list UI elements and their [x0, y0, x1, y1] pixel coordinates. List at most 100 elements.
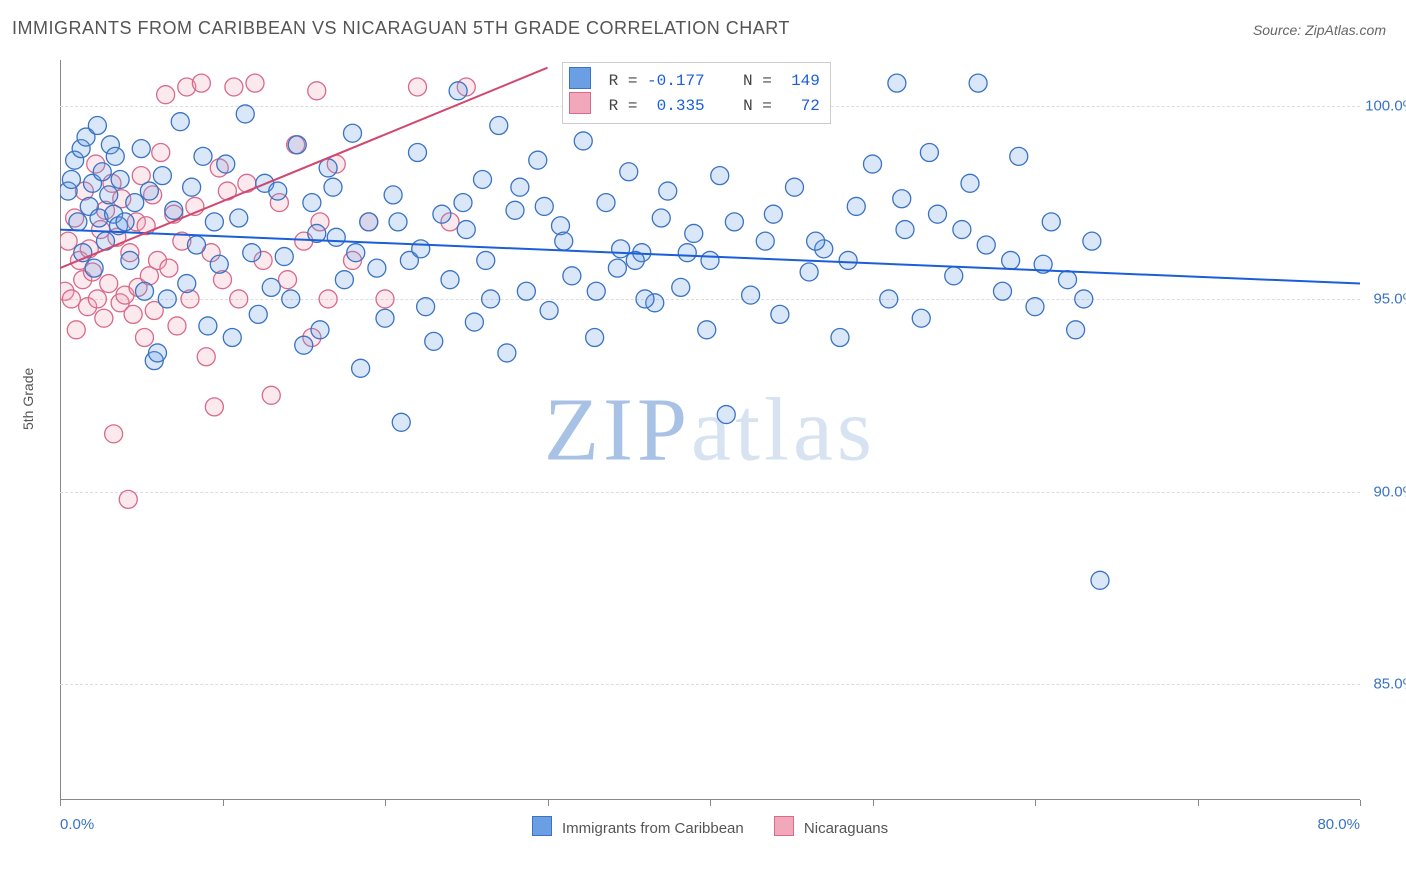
scatter-point: [205, 398, 223, 416]
scatter-point: [269, 182, 287, 200]
scatter-point: [384, 186, 402, 204]
scatter-point: [409, 78, 427, 96]
scatter-point: [864, 155, 882, 173]
legend-item-2: Nicaraguans: [774, 816, 888, 837]
scatter-point: [60, 232, 77, 250]
scatter-point: [178, 275, 196, 293]
scatter-point: [652, 209, 670, 227]
scatter-point: [116, 213, 134, 231]
scatter-point: [574, 132, 592, 150]
scatter-point: [105, 425, 123, 443]
scatter-point: [392, 413, 410, 431]
scatter-point: [506, 201, 524, 219]
scatter-point: [945, 267, 963, 285]
scatter-point: [441, 271, 459, 289]
scatter-point: [1059, 271, 1077, 289]
stats-row-2: R = 0.335 N = 72: [569, 92, 820, 117]
scatter-point: [126, 194, 144, 212]
scatter-point: [477, 251, 495, 269]
scatter-point: [153, 167, 171, 185]
scatter-point: [311, 321, 329, 339]
scatter-point: [608, 259, 626, 277]
scatter-point: [230, 290, 248, 308]
scatter-point: [742, 286, 760, 304]
x-tick-mark: [1360, 800, 1361, 806]
x-tick-mark: [223, 800, 224, 806]
scatter-point: [454, 194, 472, 212]
scatter-point: [409, 144, 427, 162]
legend-swatch-1: [532, 816, 552, 836]
scatter-point: [417, 298, 435, 316]
scatter-point: [197, 348, 215, 366]
scatter-point: [807, 232, 825, 250]
scatter-point: [376, 309, 394, 327]
scatter-point: [194, 147, 212, 165]
scatter-point: [698, 321, 716, 339]
scatter-point: [685, 224, 703, 242]
scatter-point: [279, 271, 297, 289]
scatter-point: [800, 263, 818, 281]
scatter-point: [171, 113, 189, 131]
scatter-point: [85, 259, 103, 277]
scatter-point: [352, 359, 370, 377]
scatter-point: [88, 290, 106, 308]
scatter-point: [711, 167, 729, 185]
scatter-point: [136, 329, 154, 347]
scatter-point: [282, 290, 300, 308]
scatter-point: [717, 406, 735, 424]
scatter-point: [119, 490, 137, 508]
scatter-point: [308, 82, 326, 100]
scatter-point: [764, 205, 782, 223]
scatter-point: [236, 105, 254, 123]
scatter-point: [347, 244, 365, 262]
r-label: R =: [609, 97, 638, 115]
scatter-point: [490, 117, 508, 135]
scatter-point: [969, 74, 987, 92]
scatter-point: [183, 178, 201, 196]
scatter-point: [839, 251, 857, 269]
scatter-point: [136, 282, 154, 300]
scatter-point: [62, 290, 80, 308]
scatter-point: [160, 259, 178, 277]
scatter-point: [425, 332, 443, 350]
scatter-point: [210, 255, 228, 273]
scatter-point: [701, 251, 719, 269]
scatter-point: [953, 221, 971, 239]
scatter-point: [786, 178, 804, 196]
scatter-point: [511, 178, 529, 196]
scatter-point: [725, 213, 743, 231]
scatter-point: [1010, 147, 1028, 165]
y-tick-label: 85.0%: [1364, 676, 1406, 693]
scatter-point: [563, 267, 581, 285]
y-axis-label: 5th Grade: [20, 368, 36, 430]
scatter-point: [1026, 298, 1044, 316]
scatter-point: [360, 213, 378, 231]
scatter-point: [1075, 290, 1093, 308]
legend-item-1: Immigrants from Caribbean: [532, 816, 744, 837]
scatter-point: [555, 232, 573, 250]
stats-swatch-1: [569, 67, 591, 89]
source-credit: Source: ZipAtlas.com: [1253, 22, 1386, 38]
scatter-point: [230, 209, 248, 227]
scatter-point: [449, 82, 467, 100]
scatter-point: [1002, 251, 1020, 269]
scatter-point: [1067, 321, 1085, 339]
scatter-point: [893, 190, 911, 208]
y-tick-label: 100.0%: [1364, 98, 1406, 115]
legend-swatch-2: [774, 816, 794, 836]
x-tick-mark: [710, 800, 711, 806]
scatter-point: [368, 259, 386, 277]
scatter-point: [192, 74, 210, 92]
scatter-point: [929, 205, 947, 223]
scatter-point: [977, 236, 995, 254]
scatter-point: [246, 74, 264, 92]
scatter-point: [888, 74, 906, 92]
scatter-point: [262, 278, 280, 296]
scatter-point: [243, 244, 261, 262]
scatter-point: [303, 194, 321, 212]
stats-row-1: R = -0.177 N = 149: [569, 67, 820, 92]
x-tick-mark: [60, 800, 61, 806]
scatter-point: [62, 170, 80, 188]
scatter-point: [205, 213, 223, 231]
scatter-point: [620, 163, 638, 181]
